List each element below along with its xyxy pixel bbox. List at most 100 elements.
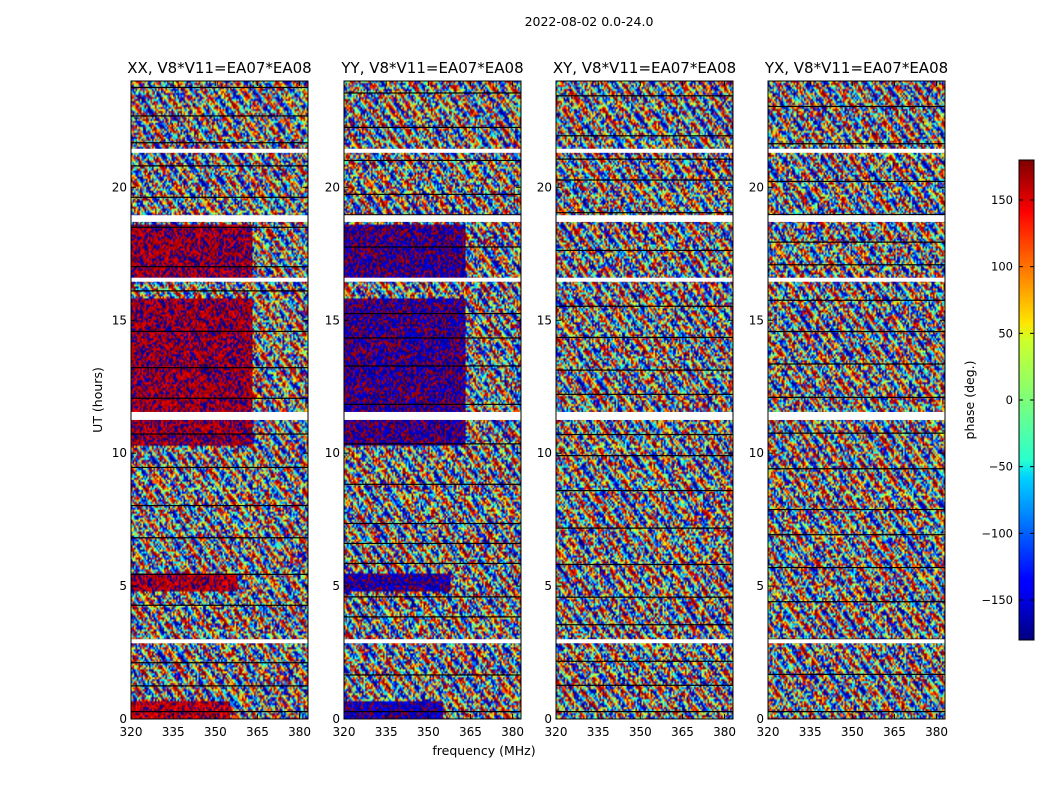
flag-streak [768, 213, 945, 216]
flag-streak [344, 596, 521, 598]
colorbar-tick-label: −150 [981, 593, 1013, 607]
panel-frame [767, 80, 946, 720]
flag-streak [768, 143, 945, 145]
flag-streak [768, 601, 945, 603]
y-tick-label: 0 [332, 712, 340, 726]
panel-cross-2: XY, V8*V11=EA07*EA08 320 335 350 365 380 0 5 10 1… [537, 59, 736, 739]
y-tick-label: 20 [749, 180, 764, 194]
panel-title: XY, V8*V11=EA07*EA08 [553, 59, 736, 77]
phase-heatmap-image [768, 81, 945, 719]
flag-streak [556, 490, 733, 492]
flag-streak [556, 336, 733, 339]
flag-streak [344, 562, 521, 565]
flag-streak [768, 711, 945, 713]
flag-streak [556, 660, 733, 662]
y-tick-label: 15 [537, 313, 552, 327]
flag-streak [344, 542, 521, 545]
y-tick-label: 20 [537, 180, 552, 194]
y-tick-label: 10 [749, 446, 764, 460]
flag-streak [768, 241, 945, 243]
x-tick-label: 350 [417, 725, 440, 739]
panel-cross-3: YX, V8*V11=EA07*EA08 320 335 350 365 380 0 5 10 1… [749, 59, 948, 739]
x-tick-label: 335 [162, 725, 185, 739]
y-axis-label: UT (hours) [90, 367, 105, 433]
flag-streak [131, 685, 308, 687]
flag-streak [768, 468, 945, 470]
flag-streak [556, 158, 733, 160]
flagged-band [768, 411, 945, 420]
flag-streak [344, 443, 521, 445]
flag-streak [131, 165, 308, 167]
panels-group: XX, V8*V11=EA07*EA08 320 335 350 365 380 0 5 10 1… [112, 59, 948, 739]
flagged-band [131, 215, 308, 222]
flag-streak [768, 673, 945, 675]
flag-streak [131, 226, 308, 228]
colorbar-tick-label: −100 [981, 526, 1013, 540]
flag-streak [556, 212, 733, 214]
flag-streak [556, 433, 733, 436]
flag-streak [344, 337, 521, 339]
flag-streak [344, 522, 521, 525]
flag-streak [344, 312, 521, 315]
x-axis-label: frequency (MHz) [432, 743, 535, 758]
flag-streak [131, 115, 308, 117]
flag-streak [768, 105, 945, 108]
colorbar-tick-label: 100 [991, 260, 1013, 274]
flag-streak [344, 159, 521, 162]
flag-streak [768, 299, 945, 301]
x-tick-label: 320 [120, 725, 143, 739]
y-tick-label: 0 [119, 712, 127, 726]
panel-frame [130, 80, 309, 720]
panel-xx-0: XX, V8*V11=EA07*EA08 320 335 350 365 380 0 5 10 1… [112, 59, 312, 739]
flag-streak [556, 135, 733, 137]
flag-streak [131, 196, 308, 198]
y-tick-label: 20 [112, 180, 127, 194]
panel-frame [555, 80, 734, 720]
flagged-band [768, 215, 945, 222]
flagged-band [131, 277, 308, 282]
x-tick-label: 335 [587, 725, 610, 739]
flag-streak [344, 92, 521, 94]
flagged-band [344, 411, 521, 420]
x-tick-label: 350 [841, 725, 864, 739]
phase-heatmap-image [556, 81, 733, 719]
x-tick-label: 320 [757, 725, 780, 739]
flag-streak [344, 674, 521, 676]
flag-streak [556, 305, 733, 307]
flag-streak [556, 179, 733, 181]
flag-streak [131, 604, 308, 606]
x-tick-label: 335 [375, 725, 398, 739]
flagged-band [556, 277, 733, 282]
y-tick-label: 10 [112, 446, 127, 460]
flag-streak [556, 563, 733, 566]
flag-streak [768, 264, 945, 266]
panel-title: XX, V8*V11=EA07*EA08 [127, 59, 311, 77]
panel-title: YY, V8*V11=EA07*EA08 [340, 59, 523, 77]
flag-streak [768, 396, 945, 398]
x-tick-label: 365 [459, 725, 482, 739]
x-tick-label: 380 [925, 725, 948, 739]
y-tick-label: 10 [325, 446, 340, 460]
colorbar-tick-label: 50 [998, 326, 1013, 340]
panel-yy-1: YY, V8*V11=EA07*EA08 320 335 350 365 380 0 5 10 1… [325, 59, 524, 739]
x-tick-label: 365 [246, 725, 269, 739]
flag-streak [131, 266, 308, 268]
x-tick-label: 350 [204, 725, 227, 739]
flag-streak [131, 573, 308, 575]
flag-streak [344, 193, 521, 195]
x-tick-label: 365 [671, 725, 694, 739]
flagged-band [768, 639, 945, 644]
colorbar-tick-label: −50 [989, 460, 1013, 474]
flag-streak [344, 214, 521, 216]
y-tick-label: 15 [112, 313, 127, 327]
x-tick-label: 380 [713, 725, 736, 739]
flag-streak [131, 86, 308, 89]
flag-streak [344, 246, 521, 248]
flag-streak [556, 624, 733, 626]
flag-streak [556, 527, 733, 529]
y-tick-label: 5 [119, 579, 127, 593]
colorbar-ticks: 150 100 50 0 −50 −100 −150 [981, 193, 1034, 607]
flag-streak [131, 662, 308, 664]
flagged-band [768, 277, 945, 282]
